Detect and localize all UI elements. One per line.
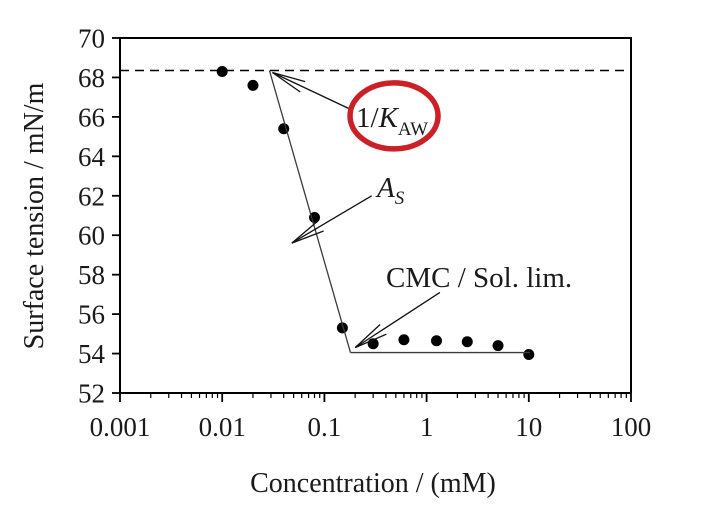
- y-tick-label: 64: [78, 142, 106, 172]
- x-tick-label: 0.01: [199, 412, 246, 442]
- kaw-subscript: AW: [398, 119, 428, 140]
- kaw-arrow-head: [272, 71, 301, 93]
- annotation-arrows: [272, 71, 441, 349]
- data-point: [247, 79, 259, 91]
- as-symbol: A: [375, 172, 395, 204]
- as-annotation-label: AS: [375, 172, 405, 209]
- plot-frame: [119, 37, 632, 394]
- as-arrow-head: [291, 220, 319, 244]
- x-tick-label: 0.1: [308, 412, 342, 442]
- kaw-annotation-label: 1/KAW: [356, 102, 428, 140]
- y-tick-label: 54: [78, 339, 106, 369]
- x-tick-label: 0.001: [90, 412, 151, 442]
- y-tick-label: 70: [78, 24, 105, 54]
- y-tick-label: 68: [78, 63, 105, 93]
- kaw-circle: [347, 80, 441, 152]
- kaw-prefix: 1/: [356, 102, 380, 134]
- y-tick-label: 66: [78, 102, 105, 132]
- y-tick-label: 56: [78, 300, 105, 330]
- y-tick-label: 60: [78, 221, 105, 251]
- as-arrow-shaft: [291, 195, 372, 244]
- as-arrow-head: [291, 230, 324, 244]
- data-point: [398, 334, 410, 346]
- y-axis: 52 54 56 58 60 62 64 66 68 70: [78, 24, 120, 409]
- x-axis: 0.001 0.01 0.1 1 10 100: [90, 393, 652, 442]
- data-point: [461, 336, 473, 348]
- slope-fit-line: [268, 70, 352, 353]
- x-tick-label: 100: [611, 412, 652, 442]
- data-point: [431, 335, 443, 347]
- cmc-arrow-shaft: [354, 291, 441, 349]
- data-point: [492, 340, 504, 352]
- kaw-arrow-shaft: [272, 71, 353, 111]
- y-axis-title: Surface tension / mN/m: [19, 82, 50, 349]
- cmc-annotation-label: CMC / Sol. lim.: [386, 262, 572, 294]
- x-tick-label: 1: [420, 412, 434, 442]
- kaw-symbol: K: [378, 102, 400, 134]
- plot-border: [119, 37, 632, 394]
- data-point: [216, 66, 228, 78]
- y-tick-label: 62: [78, 181, 105, 211]
- cmc-arrow-head: [354, 324, 381, 349]
- kaw-arrow-head: [272, 71, 306, 83]
- data-point: [308, 211, 320, 223]
- cmc-arrow-head: [354, 333, 387, 349]
- data-point: [336, 322, 348, 334]
- x-tick-label: 10: [515, 412, 542, 442]
- x-axis-title: Concentration / (mM): [250, 468, 496, 499]
- as-subscript: S: [395, 188, 405, 209]
- data-series: [120, 66, 631, 361]
- y-tick-label: 58: [78, 260, 105, 290]
- y-tick-label: 52: [78, 379, 105, 409]
- data-point: [523, 349, 535, 361]
